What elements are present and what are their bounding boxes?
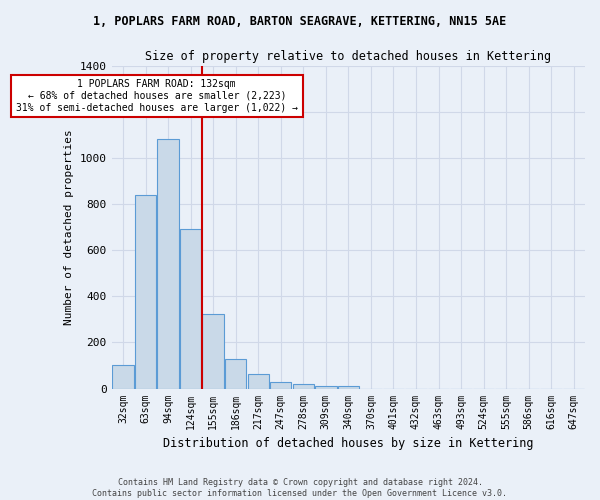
Bar — [112, 366, 134, 388]
Text: 1, POPLARS FARM ROAD, BARTON SEAGRAVE, KETTERING, NN15 5AE: 1, POPLARS FARM ROAD, BARTON SEAGRAVE, K… — [94, 15, 506, 28]
Bar — [248, 374, 269, 388]
Text: 1 POPLARS FARM ROAD: 132sqm
← 68% of detached houses are smaller (2,223)
31% of : 1 POPLARS FARM ROAD: 132sqm ← 68% of det… — [16, 80, 298, 112]
Bar — [270, 382, 292, 388]
Bar — [135, 195, 156, 388]
Bar — [293, 384, 314, 388]
Y-axis label: Number of detached properties: Number of detached properties — [64, 129, 74, 325]
Text: Contains HM Land Registry data © Crown copyright and database right 2024.
Contai: Contains HM Land Registry data © Crown c… — [92, 478, 508, 498]
Bar — [315, 386, 337, 388]
X-axis label: Distribution of detached houses by size in Kettering: Distribution of detached houses by size … — [163, 437, 533, 450]
Title: Size of property relative to detached houses in Kettering: Size of property relative to detached ho… — [145, 50, 551, 63]
Bar — [225, 358, 247, 388]
Bar — [338, 386, 359, 388]
Bar — [180, 230, 202, 388]
Bar — [157, 140, 179, 388]
Bar — [202, 314, 224, 388]
